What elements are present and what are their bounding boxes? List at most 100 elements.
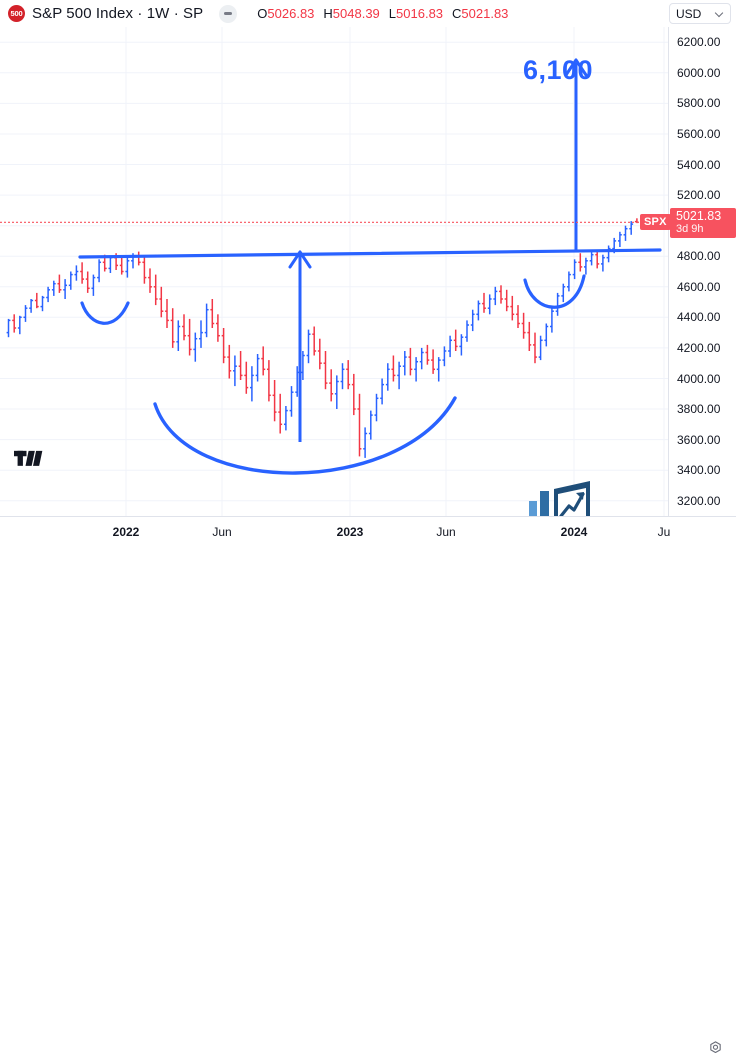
currency-selector[interactable]: USD: [669, 3, 731, 24]
resistance-trendline[interactable]: [78, 248, 662, 259]
ohlc-bar: [544, 323, 549, 347]
ohlc-bar: [504, 289, 509, 312]
ohlc-bar: [391, 355, 396, 382]
ohlc-bar: [272, 380, 277, 422]
ohlc-bar: [397, 361, 401, 390]
ohlc-bar: [606, 245, 611, 263]
ohlc-bar: [63, 279, 67, 299]
current-price-badge[interactable]: 5021.83 3d 9h: [670, 208, 736, 239]
ohlc-bar: [153, 274, 158, 306]
ohlc-bar: [584, 257, 588, 275]
ohlc-bar: [193, 332, 198, 362]
target-price-label[interactable]: 6,100: [523, 55, 594, 85]
ohlc-bar: [346, 360, 351, 390]
ohlc-bar: [23, 305, 28, 322]
ohlc-open-value: 5026.83: [267, 6, 315, 21]
ohlc-bar: [306, 329, 311, 364]
price-axis-tick: 5600.00: [677, 127, 721, 141]
ohlc-bar: [176, 320, 181, 351]
ohlc-bar: [368, 410, 373, 440]
gear-icon[interactable]: [707, 1040, 724, 1057]
price-axis[interactable]: 6200.00 6000.00 5800.00 5600.00 5400.00 5200.…: [668, 27, 736, 516]
price-axis-tick: 3800.00: [677, 402, 721, 416]
ohlc-bar: [351, 373, 356, 416]
bar-countdown: 3d 9h: [676, 223, 704, 236]
ohlc-bar: [521, 312, 526, 339]
ohlc-bar: [436, 357, 441, 382]
ohlc-bar: [323, 351, 328, 390]
ohlc-bar: [136, 251, 141, 266]
tradingview-chart-window: 500 S&P 500 Index · 1W · SP O5026.83 H504…: [0, 0, 736, 545]
sp500-logo-icon: 500: [8, 5, 25, 22]
ohlc-bar: [425, 344, 430, 365]
tradingview-logo[interactable]: [14, 449, 44, 471]
price-axis-tick: 3400.00: [677, 463, 721, 478]
ohlc-bar: [204, 303, 209, 338]
ohlc-bar: [482, 292, 486, 313]
ohlc-bar: [312, 326, 317, 356]
ohlc-bar: [142, 256, 147, 284]
chart-plot-area[interactable]: 6,100 CAPPTHESIS: [0, 27, 668, 516]
price-chart-svg: [0, 27, 668, 516]
ohlc-bar: [216, 314, 220, 342]
chart-header: 500 S&P 500 Index · 1W · SP O5026.83 H504…: [0, 0, 736, 27]
ohlc-bar: [623, 225, 628, 241]
ohlc-bar: [476, 300, 481, 321]
ohlc-bar: [233, 355, 237, 387]
ohlc-bar: [284, 406, 288, 431]
ohlc-bar: [46, 286, 50, 303]
time-axis-tick: 2024: [560, 525, 588, 539]
minus-icon[interactable]: [219, 4, 238, 23]
ohlc-bar: [533, 332, 537, 364]
ohlc-low-label: L: [388, 6, 397, 21]
ohlc-bar: [516, 305, 520, 328]
ohlc-bar: [250, 366, 254, 402]
left-handle-curve[interactable]: [80, 301, 130, 325]
price-axis-tick: 4400.00: [677, 310, 721, 325]
ohlc-bar: [363, 427, 368, 458]
ohlc-bar: [119, 256, 124, 275]
ohlc-close-label: C: [452, 6, 462, 21]
price-axis-tick: 5400.00: [677, 157, 721, 172]
ohlc-bar: [578, 253, 583, 272]
ohlc-bar: [561, 283, 566, 303]
gear-icon-svg: [710, 1041, 721, 1054]
price-axis-tick: 5200.00: [677, 188, 721, 203]
ohlc-bar: [334, 375, 339, 409]
cappthesis-logo: CAPPTHESIS: [492, 479, 632, 516]
ohlc-bar: [442, 346, 447, 367]
ohlc-bar: [91, 274, 96, 296]
price-axis-tick: 4600.00: [677, 279, 721, 294]
price-axis-tick: 5800.00: [677, 96, 721, 111]
ohlc-bar: [34, 292, 39, 309]
ohlc-bar: [68, 271, 73, 290]
ohlc-bar: [408, 347, 413, 376]
ohlc-bar: [182, 314, 186, 341]
time-axis-tick: Ju: [657, 525, 671, 539]
ohlc-bar: [29, 299, 34, 313]
ohlc-high-value: 5048.39: [332, 6, 380, 21]
time-axis[interactable]: 2022 Jun 2023 Jun 2024 Ju: [0, 516, 736, 1054]
ohlc-bar: [57, 274, 62, 293]
ohlc-bar: [567, 271, 571, 292]
ohlc-bar: [159, 286, 164, 318]
price-axis-tick: 3200.00: [677, 493, 721, 508]
ohlc-bar: [493, 286, 498, 306]
ohlc-bar: [510, 295, 515, 321]
ohlc-bar: [40, 295, 45, 312]
ohlc-bar: [555, 292, 560, 316]
symbol-title: S&P 500 Index · 1W · SP: [32, 5, 204, 22]
right-handle-curve[interactable]: [523, 274, 586, 309]
ohlc-bar: [97, 259, 101, 283]
cup-curve[interactable]: [153, 396, 457, 475]
price-axis-tick: 4200.00: [677, 340, 721, 355]
ohlc-bar: [80, 262, 84, 284]
ohlc-bar: [589, 251, 594, 266]
symbol-price-tag[interactable]: SPX: [640, 214, 671, 231]
ohlc-bar: [221, 328, 226, 364]
ohlc-bar: [108, 256, 113, 273]
time-axis-tick: 2023: [336, 525, 364, 539]
ohlc-bar: [487, 294, 492, 315]
ohlc-bar: [85, 271, 90, 293]
price-axis-tick: 3600.00: [677, 432, 721, 447]
